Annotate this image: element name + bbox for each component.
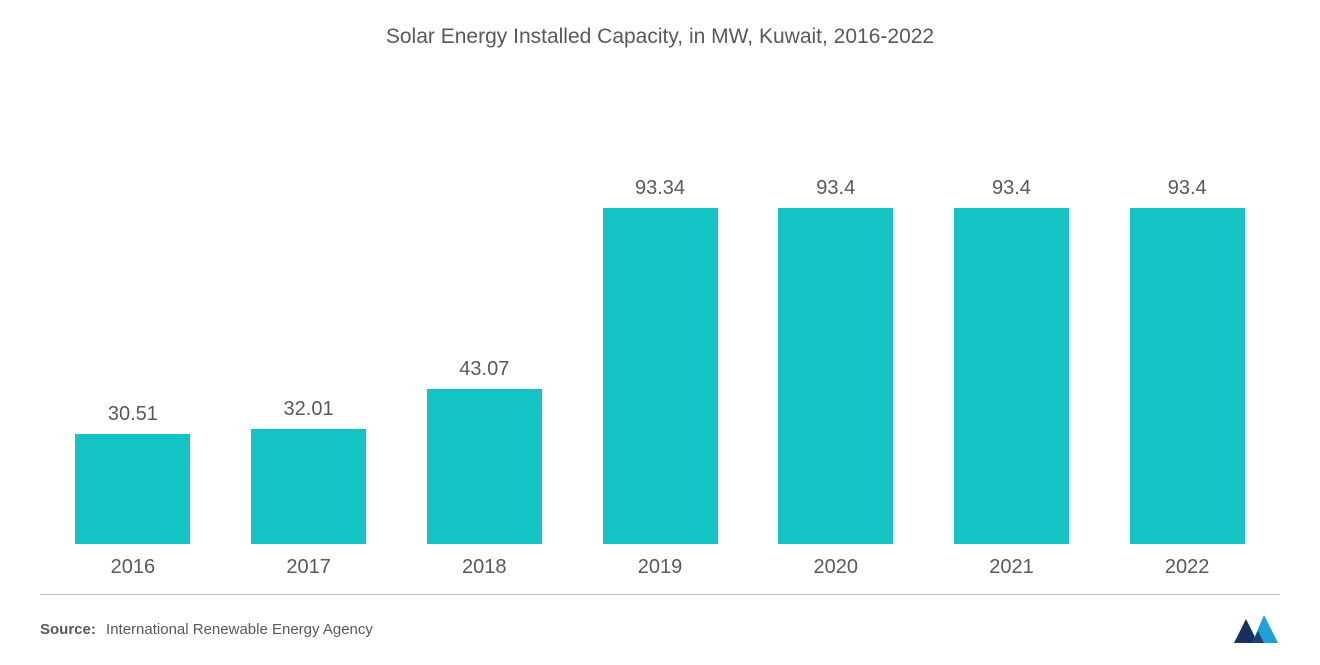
bar-value-label: 93.4 bbox=[816, 177, 855, 200]
bar-value-label: 93.4 bbox=[1168, 177, 1207, 200]
x-tick-label: 2022 bbox=[1099, 556, 1275, 579]
source-label: Source: bbox=[40, 621, 96, 638]
x-tick-label: 2016 bbox=[45, 556, 221, 579]
bar-value-label: 93.4 bbox=[992, 177, 1031, 200]
brand-logo-icon bbox=[1232, 613, 1280, 645]
x-tick-label: 2017 bbox=[221, 556, 397, 579]
bar-group: 93.4 bbox=[1099, 64, 1275, 544]
bar-value-label: 30.51 bbox=[108, 403, 158, 426]
bar-group: 93.4 bbox=[924, 64, 1100, 544]
bar bbox=[603, 208, 718, 544]
bar-group: 93.4 bbox=[748, 64, 924, 544]
x-tick-label: 2018 bbox=[396, 556, 572, 579]
source-line: Source: International Renewable Energy A… bbox=[40, 621, 373, 638]
bar-value-label: 43.07 bbox=[459, 358, 509, 381]
bar bbox=[75, 434, 190, 544]
x-axis-labels: 2016 2017 2018 2019 2020 2021 2022 bbox=[40, 556, 1280, 579]
bar-group: 30.51 bbox=[45, 64, 221, 544]
bar bbox=[778, 208, 893, 544]
x-tick-label: 2020 bbox=[748, 556, 924, 579]
plot-area: 30.51 32.01 43.07 93.34 93.4 93.4 93.4 bbox=[40, 64, 1280, 544]
bar bbox=[954, 208, 1069, 544]
chart-footer: Source: International Renewable Energy A… bbox=[40, 594, 1280, 645]
bar-value-label: 32.01 bbox=[284, 398, 334, 421]
bar bbox=[1130, 208, 1245, 544]
bar-group: 43.07 bbox=[396, 64, 572, 544]
bar-group: 32.01 bbox=[221, 64, 397, 544]
x-tick-label: 2019 bbox=[572, 556, 748, 579]
chart-container: Solar Energy Installed Capacity, in MW, … bbox=[0, 0, 1320, 665]
x-tick-label: 2021 bbox=[924, 556, 1100, 579]
bar bbox=[427, 389, 542, 544]
chart-title: Solar Energy Installed Capacity, in MW, … bbox=[40, 25, 1280, 49]
source-text: International Renewable Energy Agency bbox=[106, 621, 373, 638]
bar bbox=[251, 429, 366, 544]
bar-group: 93.34 bbox=[572, 64, 748, 544]
bar-value-label: 93.34 bbox=[635, 177, 685, 200]
